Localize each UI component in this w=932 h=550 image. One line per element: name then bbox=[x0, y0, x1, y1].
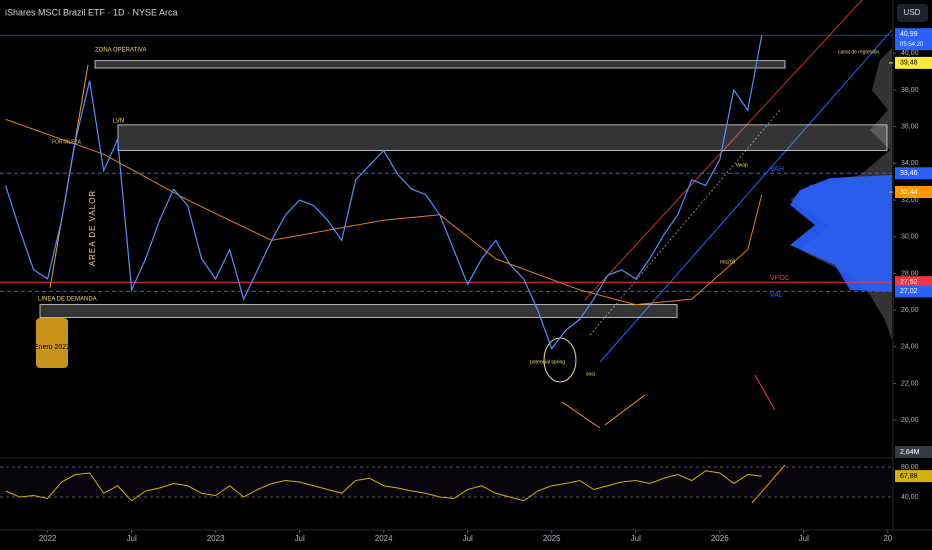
level-label-tag bbox=[895, 167, 932, 180]
annotation: vwap bbox=[736, 162, 748, 168]
x-tick-label: 2023 bbox=[207, 534, 225, 543]
chart-title: iShares MSCI Brazil ETF · 1D · NYSE Arca bbox=[5, 7, 178, 17]
last-price-tag bbox=[895, 28, 932, 51]
y-tick-label: 24,00 bbox=[901, 344, 919, 351]
annotation: Enero 2022 bbox=[34, 344, 70, 351]
arrow bbox=[561, 401, 601, 429]
annotation: FORTALEZA bbox=[52, 139, 82, 145]
x-tick-label: Jul bbox=[463, 534, 473, 543]
zone-label: LINEA DE DEMANDA bbox=[38, 297, 97, 303]
rsi-band bbox=[0, 467, 892, 498]
ma200-label: ma200 bbox=[720, 259, 736, 265]
x-tick-label: 2025 bbox=[543, 534, 561, 543]
rsi-last-tag bbox=[895, 470, 932, 483]
regression-channel-upper bbox=[584, 0, 863, 301]
level-name: VAH bbox=[770, 166, 784, 173]
rsi-tick-label: 40,00 bbox=[901, 494, 919, 501]
x-tick-label: Jul bbox=[631, 534, 641, 543]
x-tick-label: Jul bbox=[295, 534, 305, 543]
y-tick-label: 28,00 bbox=[901, 270, 919, 277]
regression-channel-lower bbox=[599, 29, 893, 363]
x-tick-label: 2026 bbox=[711, 534, 729, 543]
callout-box bbox=[36, 318, 68, 368]
y-tick-label: 36,00 bbox=[901, 124, 919, 131]
level-label-tag bbox=[895, 276, 932, 289]
zone bbox=[117, 124, 888, 151]
level-label: 33,46 bbox=[900, 170, 918, 177]
x-tick-label: 20 bbox=[883, 534, 892, 543]
level-name: VAL bbox=[770, 292, 783, 299]
y-tick-label: 22,00 bbox=[901, 380, 919, 387]
y-tick-label: 26,00 bbox=[901, 307, 919, 314]
arrow bbox=[754, 374, 776, 411]
zone bbox=[39, 304, 678, 318]
rsi-line bbox=[5, 470, 762, 502]
y-tick-label: 30,00 bbox=[901, 234, 919, 241]
level-label: 27,52 bbox=[900, 279, 918, 286]
zone bbox=[94, 60, 786, 69]
last-price: 40,99 bbox=[900, 31, 918, 38]
x-tick-label: Jul bbox=[799, 534, 809, 543]
annotation: potencial spring bbox=[530, 359, 565, 365]
rsi-last: 67,88 bbox=[900, 473, 918, 480]
countdown: 05:54:20 bbox=[900, 42, 924, 48]
level-label: 39,48 bbox=[900, 60, 918, 67]
level-label: 32,44 bbox=[900, 189, 918, 196]
level-name: VPOC bbox=[770, 275, 790, 282]
volume-label: 2,64M bbox=[900, 449, 920, 456]
annotation: AREA DE VALOR bbox=[88, 190, 97, 266]
volume-tag bbox=[895, 446, 932, 458]
currency: USD bbox=[904, 8, 921, 17]
rsi-tick-label: 80,00 bbox=[901, 464, 919, 471]
x-tick-label: 2024 bbox=[375, 534, 393, 543]
level-label-tag bbox=[895, 285, 932, 298]
y-tick-label: 34,00 bbox=[901, 160, 919, 167]
y-tick-label: 40,00 bbox=[901, 50, 919, 57]
zone-label: LVN bbox=[113, 119, 124, 125]
annotation: canal de regresión. bbox=[838, 49, 881, 55]
ma200-line bbox=[5, 118, 763, 306]
level-label-tag bbox=[895, 185, 932, 198]
volume-profile-value-area bbox=[790, 175, 892, 292]
y-tick-label: 38,00 bbox=[901, 87, 919, 94]
arrow bbox=[604, 394, 646, 426]
level-label: 27,02 bbox=[900, 288, 918, 295]
zone-label: ZONA OPERATIVA bbox=[95, 48, 146, 54]
regression-channel-mid bbox=[589, 109, 781, 336]
x-tick-label: Jul bbox=[127, 534, 137, 543]
x-tick-label: 2022 bbox=[39, 534, 57, 543]
y-tick-label: 32,00 bbox=[901, 197, 919, 204]
level-label-tag bbox=[895, 56, 932, 69]
currency-box bbox=[897, 4, 928, 22]
y-tick-label: 20,00 bbox=[901, 417, 919, 424]
annotation: sosi bbox=[586, 371, 595, 377]
price-line bbox=[5, 35, 763, 350]
